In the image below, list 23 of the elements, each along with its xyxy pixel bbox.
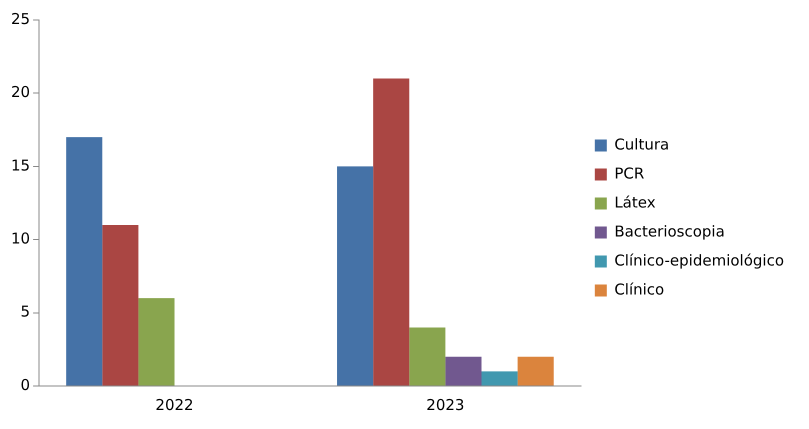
x-tick-label: 2023 [426, 396, 464, 414]
bar [518, 356, 554, 386]
bar [102, 224, 138, 386]
y-tick-label: 25 [10, 10, 30, 28]
bar [445, 356, 482, 386]
y-tick-label: 10 [10, 229, 30, 248]
legend-label: Cultura [614, 135, 670, 154]
bar [66, 137, 102, 386]
bar [138, 298, 175, 386]
y-tick-label: 5 [20, 302, 30, 321]
legend-label: Bacterioscopia [614, 222, 725, 240]
legend-label: PCR [614, 164, 644, 182]
bar [373, 78, 410, 386]
bar [482, 371, 518, 386]
bar [337, 166, 374, 386]
legend-label: Clínico [614, 280, 664, 298]
y-tick-label: 15 [10, 156, 30, 174]
y-tick-label: 0 [20, 376, 30, 394]
x-tick-label: 2022 [155, 396, 194, 414]
legend-label: Clínico-epidemiológico [614, 251, 784, 270]
bar [409, 327, 446, 386]
legend-label: Látex [614, 193, 656, 212]
y-tick-label: 20 [10, 83, 30, 102]
